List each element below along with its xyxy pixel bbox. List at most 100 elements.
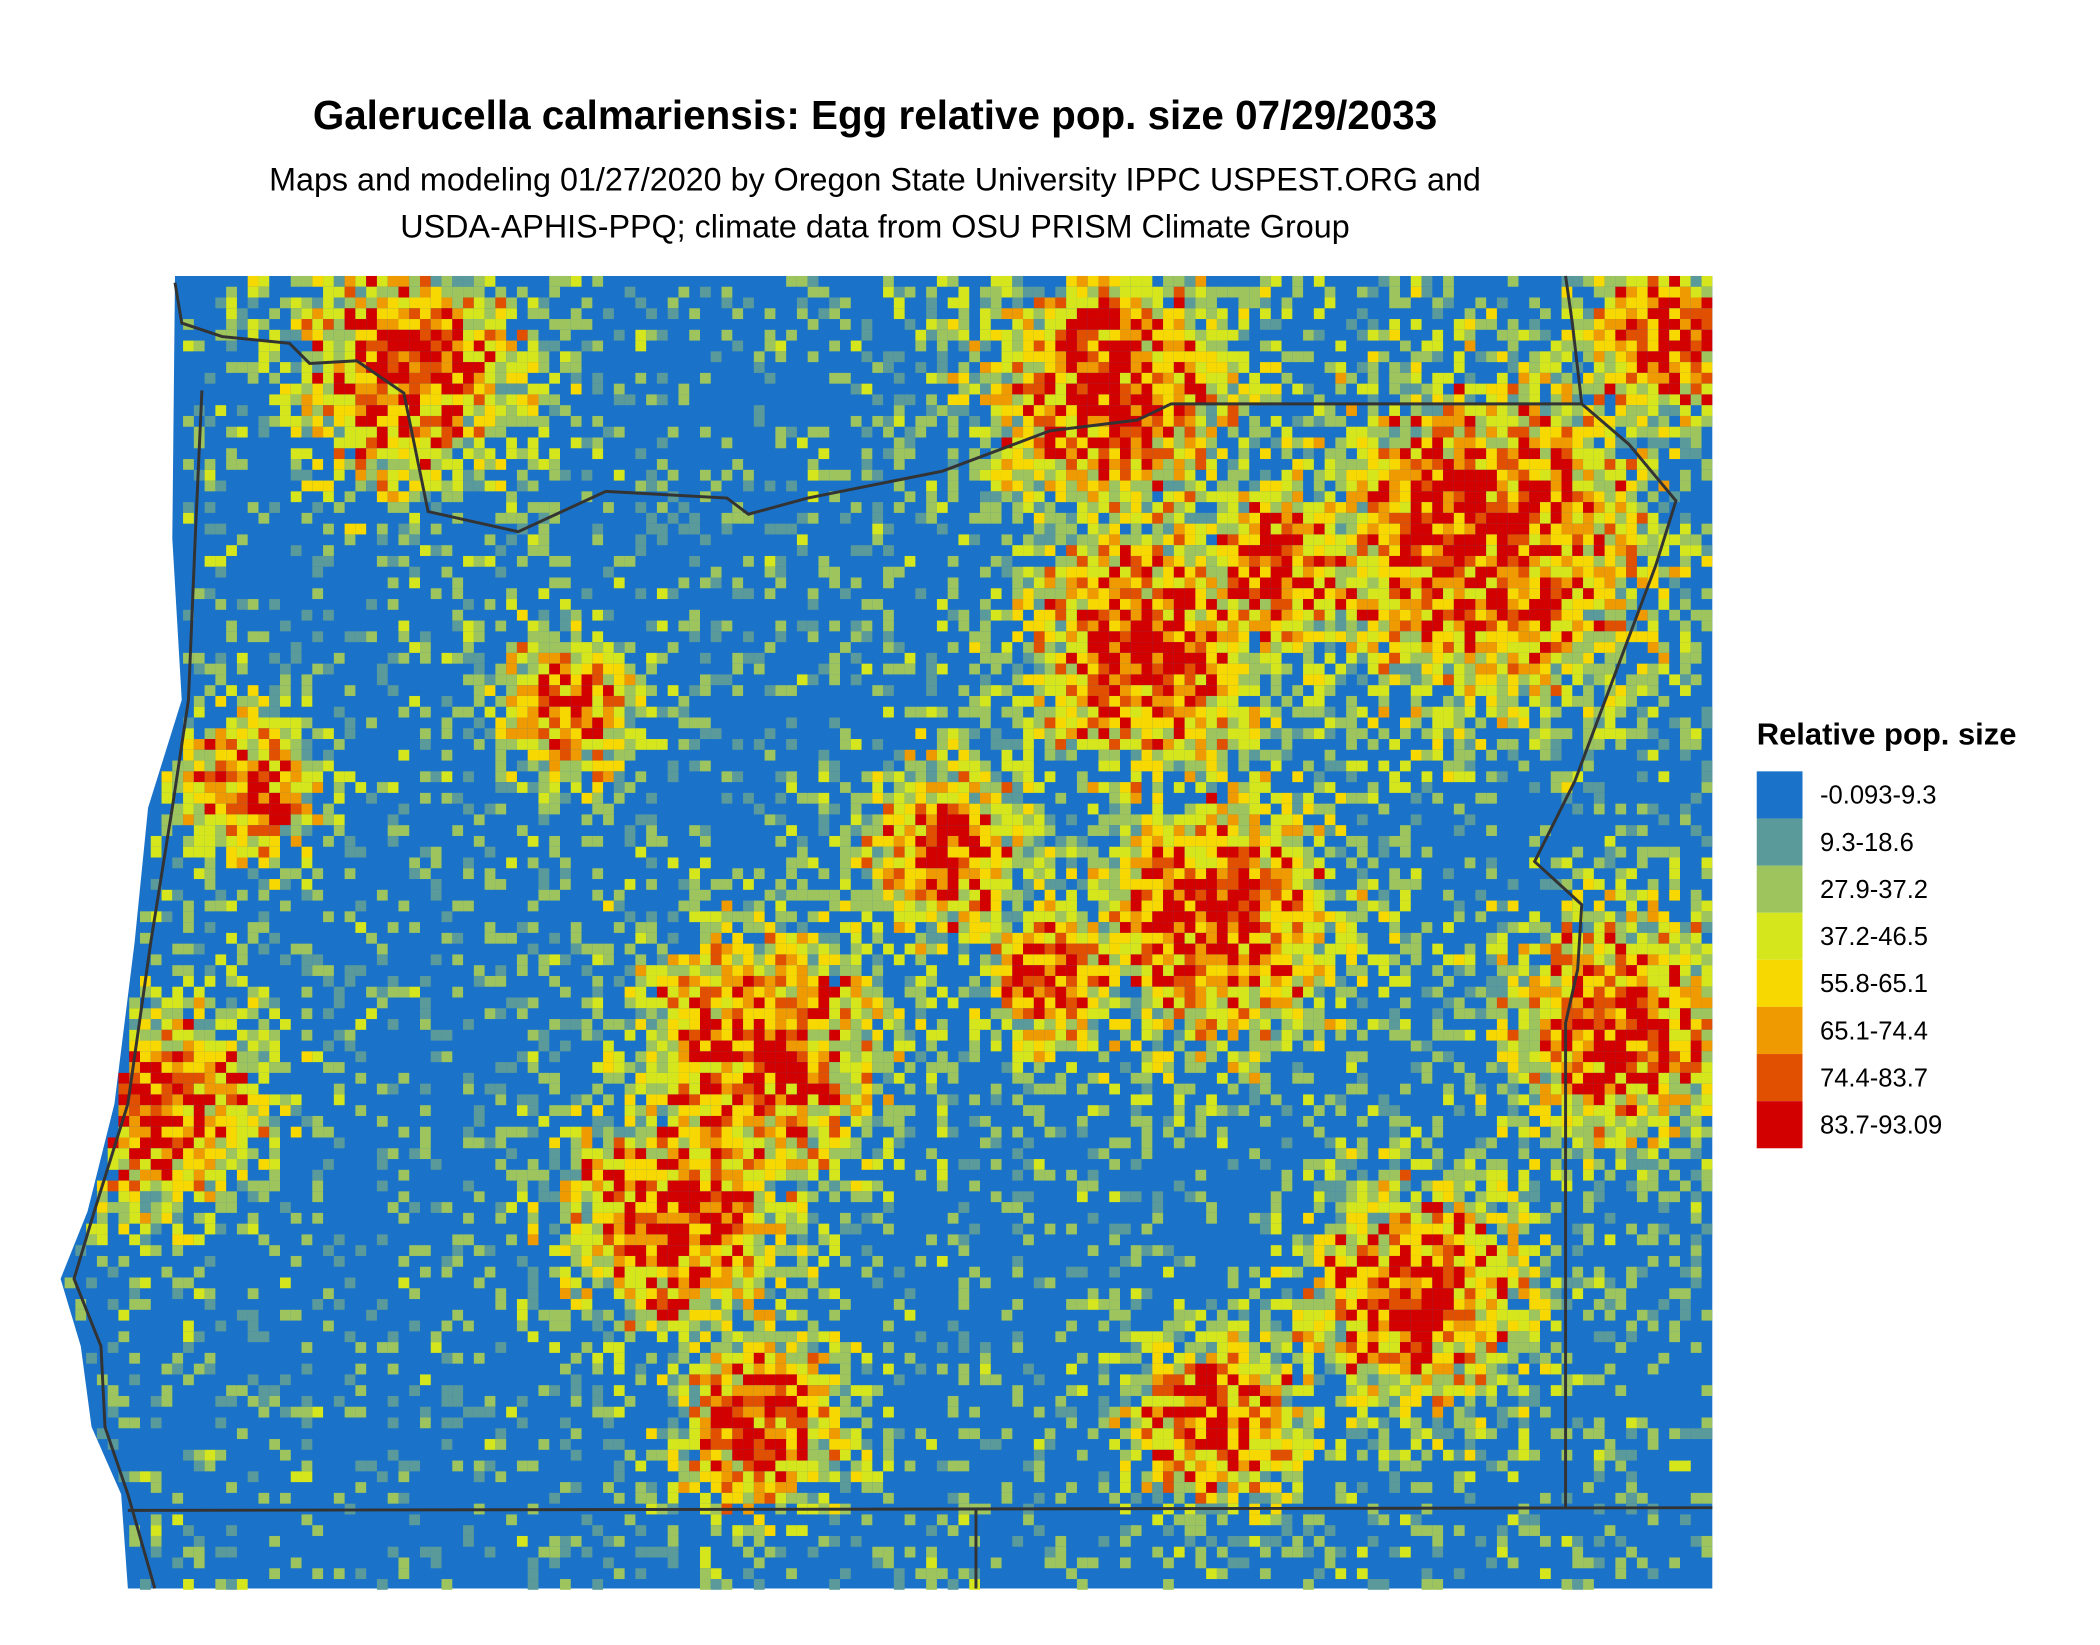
map-cell	[1486, 599, 1497, 610]
map-cell	[495, 771, 507, 783]
map-cell	[1486, 415, 1497, 427]
map-cell	[1216, 879, 1228, 890]
map-cell	[904, 394, 916, 406]
map-cell	[883, 825, 894, 836]
map-cell	[1636, 803, 1648, 815]
map-cell	[1356, 469, 1368, 481]
map-cell	[1120, 857, 1131, 869]
map-cell	[1496, 405, 1508, 416]
map-cell	[420, 319, 431, 330]
map-cell	[387, 577, 399, 589]
map-cell	[1507, 685, 1519, 696]
map-cell	[398, 383, 410, 395]
map-cell	[1087, 340, 1099, 352]
map-cell	[1583, 275, 1594, 287]
map-cell	[1216, 911, 1228, 923]
map-cell	[1583, 566, 1594, 578]
map-cell	[1604, 469, 1616, 481]
map-cell	[1152, 534, 1164, 546]
map-cell	[1389, 652, 1400, 664]
map-cell	[560, 555, 571, 567]
map-cell	[549, 846, 560, 858]
map-cell	[721, 792, 733, 804]
map-cell	[1109, 545, 1120, 556]
map-cell	[1033, 426, 1045, 438]
map-cell	[1001, 739, 1013, 750]
map-cell	[290, 803, 302, 815]
map-cell	[290, 426, 302, 438]
map-cell	[926, 394, 937, 406]
map-cell	[1572, 631, 1584, 643]
map-cell	[538, 879, 550, 890]
map-cell	[1087, 448, 1099, 460]
map-cell	[1583, 340, 1594, 352]
map-cell	[1346, 717, 1357, 729]
map-cell	[506, 308, 517, 320]
map-cell	[1593, 415, 1605, 427]
map-cell	[893, 782, 905, 793]
map-cell	[506, 685, 517, 696]
map-cell	[1195, 900, 1207, 912]
map-cell	[1335, 620, 1347, 632]
map-cell	[689, 512, 700, 524]
map-cell	[1518, 620, 1530, 632]
map-cell	[1636, 405, 1648, 416]
map-cell	[1615, 491, 1627, 503]
map-cell	[1163, 588, 1174, 600]
map-cell	[861, 825, 873, 836]
map-cell	[1023, 620, 1034, 632]
map-cell	[893, 792, 905, 804]
map-cell	[1496, 652, 1508, 664]
map-cell	[1206, 652, 1217, 664]
map-cell	[1346, 480, 1357, 492]
map-cell	[926, 900, 937, 912]
map-cell	[1550, 426, 1562, 438]
map-cell	[1400, 620, 1411, 632]
map-cell	[1195, 448, 1207, 460]
map-cell	[1604, 922, 1616, 933]
map-cell	[1453, 642, 1465, 653]
map-cell	[1281, 695, 1293, 707]
map-cell	[484, 405, 496, 416]
map-cell	[1335, 437, 1347, 449]
map-cell	[1518, 448, 1530, 460]
map-cell	[1087, 652, 1099, 664]
map-cell	[387, 459, 399, 470]
map-cell	[1324, 706, 1336, 718]
map-cell	[215, 599, 227, 610]
map-cell	[947, 782, 959, 793]
map-cell	[280, 663, 291, 675]
map-cell	[1432, 631, 1444, 643]
map-cell	[473, 372, 485, 384]
map-cell	[1593, 900, 1605, 912]
map-cell	[1583, 523, 1594, 535]
map-cell	[1389, 555, 1400, 567]
map-cell	[387, 415, 399, 427]
map-cell	[1475, 717, 1487, 729]
map-cell	[807, 275, 819, 287]
map-cell	[1098, 889, 1110, 901]
map-cell	[1055, 911, 1067, 923]
map-cell	[1270, 835, 1282, 847]
map-cell	[560, 405, 571, 416]
map-cell	[1583, 599, 1594, 610]
map-cell	[980, 825, 991, 836]
map-cell	[1496, 448, 1508, 460]
map-cell	[786, 275, 797, 287]
map-cell	[1152, 308, 1164, 320]
map-cell	[883, 620, 894, 632]
map-cell	[355, 437, 367, 449]
map-cell	[1604, 577, 1616, 589]
map-cell	[1044, 351, 1056, 363]
map-cell	[269, 760, 280, 772]
map-cell	[1249, 545, 1260, 556]
map-cell	[1141, 922, 1153, 933]
map-cell	[1216, 480, 1228, 492]
subtitle: Maps and modeling 01/27/2020 by Oregon S…	[269, 161, 1481, 197]
map-cell	[538, 652, 550, 664]
map-cell	[1400, 835, 1411, 847]
map-cell	[1583, 426, 1594, 438]
map-cell	[1152, 695, 1164, 707]
map-cell	[1303, 545, 1314, 556]
map-cell	[1076, 599, 1088, 610]
